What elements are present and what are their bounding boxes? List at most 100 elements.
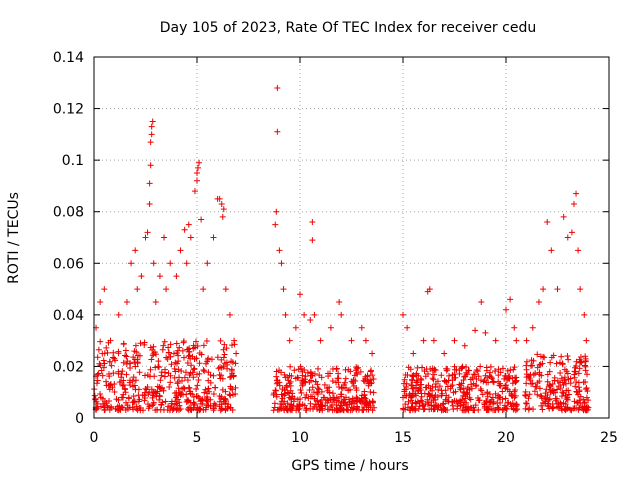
data-point xyxy=(466,394,473,401)
data-point xyxy=(147,162,154,169)
data-point xyxy=(451,337,458,344)
x-tick-labels: 0 5 10 15 20 25 xyxy=(90,430,618,446)
data-point xyxy=(280,286,287,293)
data-point xyxy=(171,374,178,381)
data-point xyxy=(277,401,284,408)
data-point xyxy=(408,376,415,383)
data-point xyxy=(572,383,579,390)
data-point xyxy=(499,406,506,413)
data-point xyxy=(129,383,136,390)
data-point xyxy=(291,367,298,374)
data-point xyxy=(321,381,328,388)
data-point xyxy=(97,338,104,345)
data-point xyxy=(221,351,228,358)
data-point xyxy=(360,407,367,414)
data-point xyxy=(306,386,313,393)
y-tick-label: 0.06 xyxy=(53,256,84,272)
data-point xyxy=(101,360,108,367)
data-point xyxy=(556,359,563,366)
data-point xyxy=(299,382,306,389)
data-point xyxy=(281,371,288,378)
data-point xyxy=(185,221,192,228)
data-point xyxy=(482,372,489,379)
data-point xyxy=(404,324,411,331)
data-point xyxy=(458,380,465,387)
data-point xyxy=(183,399,190,406)
data-point xyxy=(173,360,180,367)
data-point xyxy=(327,324,334,331)
data-point xyxy=(333,394,340,401)
data-point xyxy=(370,375,377,382)
data-point xyxy=(575,379,582,386)
data-point xyxy=(217,375,224,382)
data-point xyxy=(205,385,212,392)
data-point xyxy=(371,404,378,411)
data-point xyxy=(228,342,235,349)
data-point xyxy=(149,118,156,125)
data-point xyxy=(292,375,299,382)
data-point xyxy=(511,364,518,371)
data-point xyxy=(174,379,181,386)
data-point xyxy=(583,337,590,344)
data-point xyxy=(314,365,321,372)
data-point xyxy=(272,221,279,228)
data-point xyxy=(545,403,552,410)
data-point xyxy=(171,365,178,372)
data-point xyxy=(561,366,568,373)
data-point xyxy=(338,311,345,318)
data-point xyxy=(147,366,154,373)
data-point xyxy=(220,206,227,213)
data-point xyxy=(457,386,464,393)
data-point xyxy=(363,400,370,407)
data-point xyxy=(178,391,185,398)
data-point xyxy=(146,180,153,187)
data-point xyxy=(564,234,571,241)
data-point xyxy=(342,394,349,401)
data-point xyxy=(536,385,543,392)
data-point xyxy=(560,400,567,407)
data-point xyxy=(510,402,517,409)
data-point xyxy=(168,361,175,368)
data-point xyxy=(141,341,148,348)
data-point xyxy=(188,407,195,414)
data-point xyxy=(495,406,502,413)
data-point xyxy=(523,380,530,387)
data-point xyxy=(367,389,374,396)
data-point xyxy=(142,234,149,241)
data-point xyxy=(284,384,291,391)
data-point xyxy=(116,402,123,409)
data-point xyxy=(123,298,130,305)
data-point xyxy=(101,286,108,293)
data-point xyxy=(94,354,101,361)
data-point xyxy=(552,389,559,396)
data-point xyxy=(513,405,520,412)
data-point xyxy=(309,372,316,379)
data-point xyxy=(134,359,141,366)
data-point xyxy=(156,273,163,280)
data-point xyxy=(513,377,520,384)
data-point xyxy=(149,402,156,409)
data-point xyxy=(568,229,575,236)
data-point xyxy=(160,342,167,349)
data-point xyxy=(101,398,108,405)
data-point xyxy=(542,390,549,397)
data-point xyxy=(302,373,309,380)
data-point xyxy=(438,407,445,414)
data-point xyxy=(530,406,537,413)
data-point xyxy=(227,383,234,390)
data-point xyxy=(460,392,467,399)
data-point xyxy=(302,394,309,401)
data-point xyxy=(544,378,551,385)
data-point xyxy=(413,370,420,377)
data-point xyxy=(167,379,174,386)
data-point xyxy=(117,406,124,413)
data-point xyxy=(329,378,336,385)
data-point xyxy=(369,407,376,414)
data-point xyxy=(408,394,415,401)
data-point xyxy=(292,324,299,331)
data-point xyxy=(426,286,433,293)
data-point xyxy=(553,360,560,367)
data-point xyxy=(278,404,285,411)
data-point xyxy=(557,369,564,376)
data-point xyxy=(191,344,198,351)
